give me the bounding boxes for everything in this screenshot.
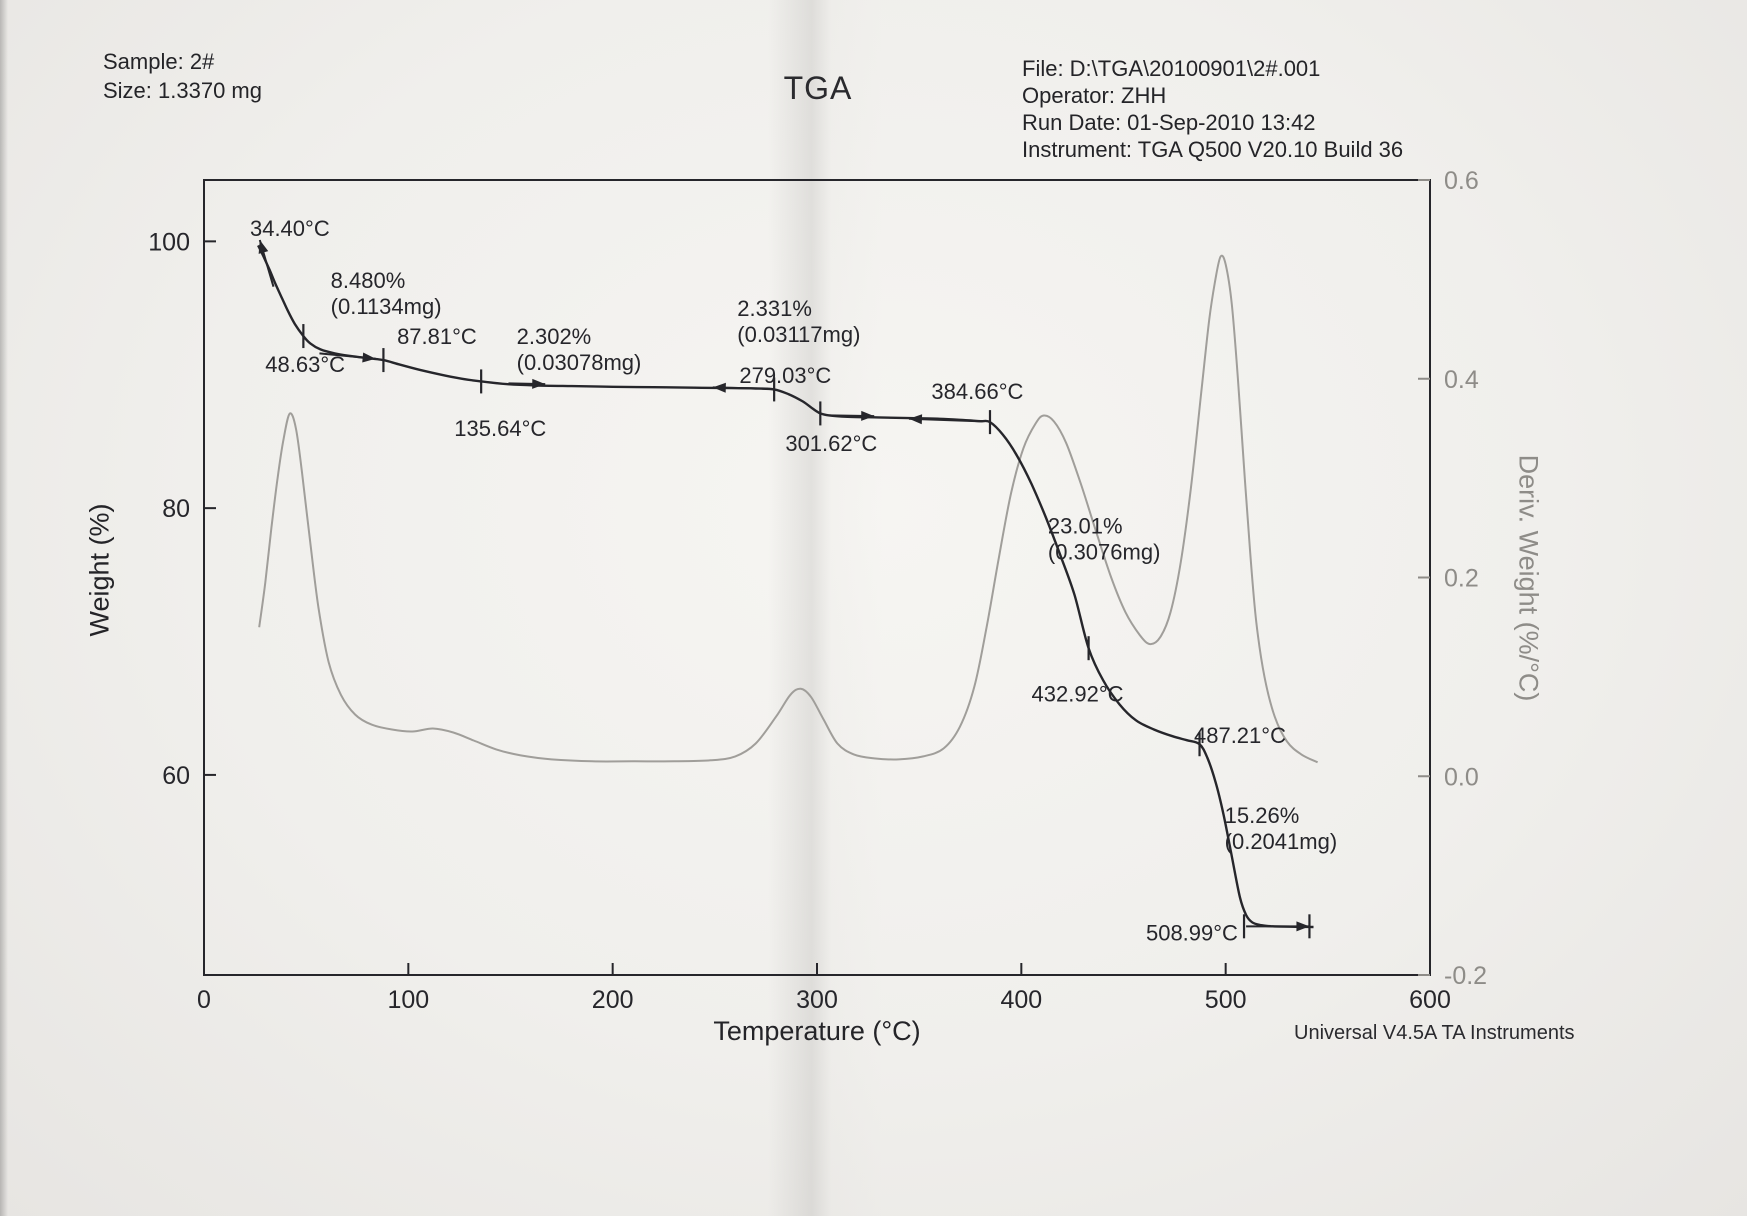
svg-text:60: 60: [162, 762, 190, 790]
svg-text:508.99°C: 508.99°C: [1146, 920, 1238, 945]
svg-text:135.64°C: 135.64°C: [454, 416, 546, 441]
sample-info-block: Sample: 2# Size: 1.3370 mg: [103, 47, 262, 105]
svg-text:300: 300: [796, 986, 838, 1014]
svg-text:-0.2: -0.2: [1444, 962, 1487, 990]
curve-markers: [302, 324, 1311, 939]
svg-text:15.26%(0.2041mg): 15.26% (0.2041mg): [1225, 803, 1338, 854]
svg-text:200: 200: [592, 986, 634, 1014]
svg-text:0.2: 0.2: [1444, 565, 1479, 593]
svg-text:301.62°C: 301.62°C: [785, 431, 877, 456]
annotation-labels: 34.40°C 8.480% (0.1134mg) 48.63°C 87.81°C 2.3…: [250, 216, 1337, 945]
svg-text:432.92°C: 432.92°C: [1032, 682, 1124, 707]
svg-text:87.81°C: 87.81°C: [397, 324, 477, 349]
operator: Operator: ZHH: [1022, 83, 1167, 108]
svg-text:48.63°C: 48.63°C: [265, 352, 345, 377]
svg-text:279.03°C: 279.03°C: [739, 363, 831, 388]
deriv-weight-curve: [258, 254, 1319, 764]
svg-text:400: 400: [1000, 986, 1042, 1014]
svg-text:2.331%(0.03117mg): 2.331% (0.03117mg): [737, 296, 860, 347]
run-date: Run Date: 01-Sep-2010 13:42: [1022, 110, 1316, 135]
sample-size: Size: 1.3370 mg: [103, 78, 262, 103]
svg-text:0.4: 0.4: [1444, 366, 1479, 394]
y-axis-title-deriv-weight: Deriv. Weight (%/°C): [1513, 454, 1544, 702]
sample-name: Sample: 2#: [103, 49, 215, 74]
svg-text:600: 600: [1409, 986, 1451, 1014]
software-credit: Universal V4.5A TA Instruments: [1294, 1022, 1575, 1044]
instrument: Instrument: TGA Q500 V20.10 Build 36: [1022, 137, 1404, 162]
svg-text:2.302%(0.03078mg): 2.302% (0.03078mg): [517, 324, 642, 375]
y-axis-left-ticks: 100 80 60: [148, 228, 216, 790]
svg-text:487.21°C: 487.21°C: [1194, 723, 1286, 748]
y-axis-title-weight: Weight (%): [84, 503, 115, 637]
chart-title: TGA: [783, 70, 853, 106]
svg-text:23.01%(0.3076mg): 23.01% (0.3076mg): [1048, 513, 1161, 564]
annotation-arrows: [258, 239, 1310, 932]
svg-text:8.480%(0.1134mg): 8.480% (0.1134mg): [331, 268, 442, 319]
x-axis-title-temperature: Temperature (°C): [713, 1016, 921, 1046]
svg-text:384.66°C: 384.66°C: [931, 379, 1023, 404]
svg-text:100: 100: [387, 986, 429, 1014]
svg-text:0.0: 0.0: [1444, 763, 1479, 791]
svg-text:0.6: 0.6: [1444, 167, 1479, 195]
y-axis-right-ticks: 0.6 0.4 0.2 0.0 -0.2: [1418, 167, 1487, 990]
svg-text:500: 500: [1205, 986, 1247, 1014]
svg-text:34.40°C: 34.40°C: [250, 216, 330, 241]
svg-text:0: 0: [197, 986, 211, 1014]
file-path: File: D:\TGA\20100901\2#.001: [1022, 56, 1321, 81]
x-axis-ticks: 0 100 200 300 400 500 600: [197, 963, 1451, 1014]
svg-text:80: 80: [162, 495, 190, 523]
svg-text:100: 100: [148, 228, 190, 256]
run-info-block: File: D:\TGA\20100901\2#.001 Operator: Z…: [1022, 55, 1403, 163]
